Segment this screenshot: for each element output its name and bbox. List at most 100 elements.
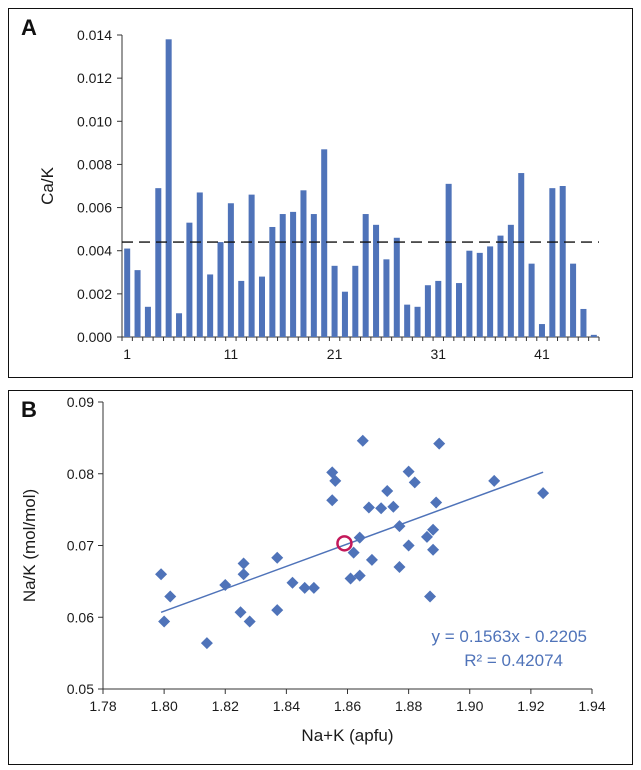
data-point (430, 496, 443, 509)
data-point (365, 553, 378, 566)
y-tick-label: 0.006 (77, 200, 112, 216)
data-point (488, 474, 501, 487)
data-point (271, 551, 284, 564)
data-point (234, 606, 247, 619)
x-tick-label: 41 (534, 346, 550, 362)
bar (124, 248, 131, 337)
y-tick-label: 0.06 (67, 609, 94, 625)
bar (404, 304, 411, 337)
bar (238, 280, 245, 337)
data-point (427, 523, 440, 536)
data-point (271, 604, 284, 617)
bar (549, 188, 556, 337)
data-point (158, 615, 171, 628)
y-tick-label: 0.08 (67, 466, 94, 482)
bar (341, 291, 348, 337)
y-tick-label: 0.004 (77, 243, 112, 259)
panel-b: B 0.05 0.06 0.07 0.08 0.09 1.78 1.80 1.82 1.84 1.… (8, 390, 633, 765)
bar (445, 183, 452, 337)
y-tick-label: 0.002 (77, 286, 112, 302)
x-tick-label: 1.94 (578, 698, 605, 714)
data-point (237, 568, 250, 581)
x-tick-label: 1.90 (456, 698, 483, 714)
bar (580, 308, 587, 337)
bar (144, 306, 151, 337)
data-point (329, 474, 342, 487)
data-point (243, 615, 256, 628)
bar (269, 226, 276, 337)
data-point (298, 581, 311, 594)
data-point (344, 572, 357, 585)
bar (290, 211, 297, 337)
x-tick-label: 1.88 (395, 698, 422, 714)
bar (227, 203, 234, 337)
data-point (353, 569, 366, 582)
data-point (164, 590, 177, 603)
bar (196, 192, 203, 337)
bar (300, 190, 307, 337)
bar (186, 222, 193, 337)
x-tick-label: 1 (123, 346, 131, 362)
data-point (393, 561, 406, 574)
x-tick-label: 31 (430, 346, 446, 362)
bar (507, 224, 514, 337)
bar (321, 149, 328, 337)
x-tick-label: 1.80 (151, 698, 178, 714)
bar (258, 276, 265, 337)
data-point (427, 543, 440, 556)
x-tick-label: 1.92 (517, 698, 544, 714)
y-tick-label: 0.012 (77, 70, 112, 86)
bar (155, 188, 162, 337)
bar (476, 252, 483, 337)
data-point (537, 487, 550, 500)
y-tick-label: 0.07 (67, 538, 94, 554)
bar (528, 263, 535, 337)
bar (310, 214, 317, 337)
bar (248, 194, 255, 337)
x-tick-label: 1.84 (273, 698, 300, 714)
data-point (286, 576, 299, 589)
bar (165, 39, 172, 338)
bar (383, 259, 390, 337)
bar (352, 265, 359, 337)
bar (466, 250, 473, 337)
bar (435, 280, 442, 337)
x-tick-label: 1.86 (334, 698, 361, 714)
equation-annotation: y = 0.1563x - 0.2205 (432, 627, 587, 646)
data-point (219, 578, 232, 591)
panel-a-letter: A (21, 15, 37, 40)
y-tick-label: 0.008 (77, 156, 112, 172)
bar (362, 214, 369, 337)
data-point (347, 546, 360, 559)
bar (487, 246, 494, 337)
panel-b-letter: B (21, 397, 37, 422)
data-point (362, 501, 375, 514)
data-point (408, 476, 421, 489)
bar (414, 306, 421, 337)
bar (424, 285, 431, 337)
data-point (433, 437, 446, 450)
data-point (381, 484, 394, 497)
x-tick-label: 1.78 (89, 698, 116, 714)
y-axis-label: Ca/K (38, 166, 57, 204)
x-axis-label: Na+K (apfu) (301, 726, 393, 745)
x-tick-label: 1.82 (212, 698, 239, 714)
data-point (420, 530, 433, 543)
y-tick-label: 0.05 (67, 681, 94, 697)
bar (176, 313, 183, 337)
data-point (356, 434, 369, 447)
bar (393, 237, 400, 337)
y-axis-label: Na/K (mol/mol) (20, 489, 39, 602)
data-point (402, 539, 415, 552)
na-k-scatter-chart: 0.05 0.06 0.07 0.08 0.09 1.78 1.80 1.82 1.84 1.86… (20, 394, 606, 745)
bar (134, 270, 141, 337)
bar (207, 274, 214, 337)
y-tick-label: 0.010 (77, 113, 112, 129)
data-point (155, 568, 168, 581)
data-point (393, 520, 406, 533)
data-point (375, 502, 388, 515)
y-tick-label: 0.09 (67, 394, 94, 410)
bar (217, 242, 224, 337)
data-point (424, 590, 437, 603)
data-point (402, 465, 415, 478)
